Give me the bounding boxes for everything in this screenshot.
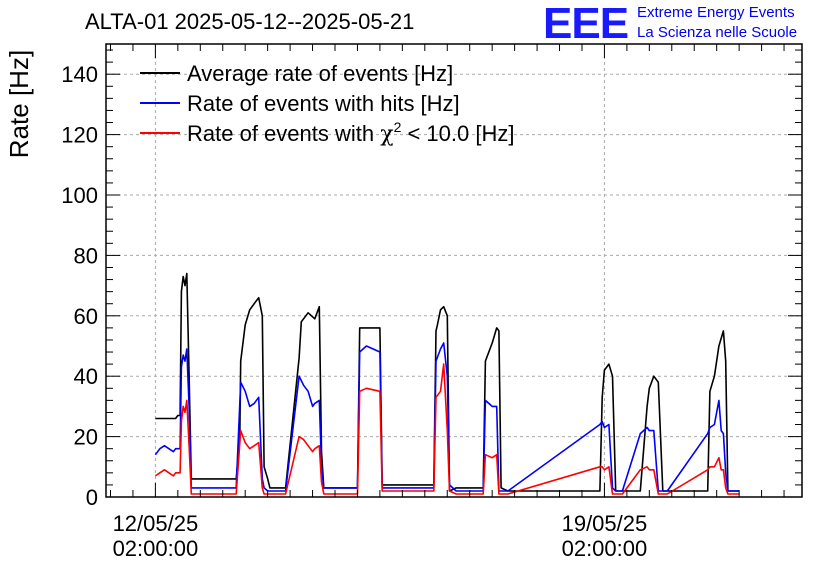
x-tick-label-time: 02:00:00 [113,536,199,561]
plot-frame [105,43,803,498]
legend-label-1: Rate of events with hits [Hz] [187,91,460,116]
y-tick-label: 140 [61,62,98,87]
y-tick-label: 120 [61,123,98,148]
x-tick-label-time: 02:00:00 [562,536,648,561]
legend-label-2: Rate of events with χ2 < 10.0 [Hz] [187,119,514,147]
y-tick-label: 100 [61,183,98,208]
logo-line-1: Extreme Energy Events [637,4,795,21]
y-tick-label: 0 [86,485,98,510]
y-tick-label: 60 [74,304,98,329]
y-tick-label: 20 [74,425,98,450]
y-axis-label: Rate [Hz] [4,50,34,158]
y-tick-label: 40 [74,364,98,389]
eee-logo: EEE [543,0,629,48]
legend-label-0: Average rate of events [Hz] [187,61,453,86]
x-tick-label-date: 19/05/25 [562,511,648,536]
logo-line-2: La Scienza nelle Scuole [637,24,798,41]
series-line-2 [154,363,740,495]
x-tick-label-date: 12/05/25 [113,511,199,536]
chart-title: ALTA-01 2025-05-12--2025-05-21 [85,9,415,34]
y-tick-label: 80 [74,243,98,268]
